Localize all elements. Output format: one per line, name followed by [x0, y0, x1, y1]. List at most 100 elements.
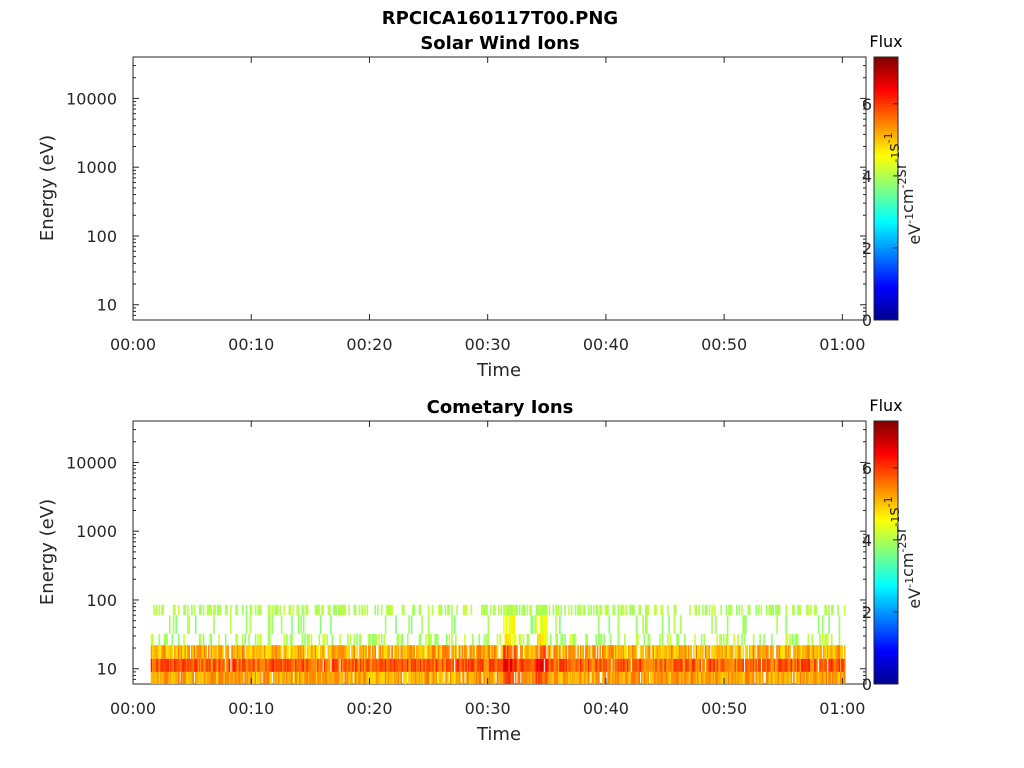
heatmap-cell: [618, 671, 621, 684]
heatmap-cell: [478, 671, 481, 684]
heatmap-cell: [767, 658, 769, 672]
heatmap-cell: [695, 671, 698, 684]
heatmap-cell: [296, 645, 298, 659]
heatmap-cell: [635, 645, 638, 659]
heatmap-cell: [331, 645, 334, 659]
heatmap-cell: [534, 658, 536, 672]
heatmap-cell: [505, 658, 508, 672]
heatmap-cell: [163, 634, 166, 646]
heatmap-cell: [642, 671, 644, 684]
heatmap-cell: [274, 604, 276, 616]
heatmap-cell: [348, 658, 351, 672]
heatmap-cell: [266, 658, 269, 672]
heatmap-cell: [650, 658, 652, 672]
heatmap-cell: [726, 658, 729, 672]
heatmap-cell: [249, 604, 252, 616]
heatmap-cell: [233, 671, 236, 684]
heatmap-cell: [791, 604, 794, 616]
heatmap-cell: [174, 645, 176, 659]
heatmap-cell: [240, 658, 243, 672]
heatmap-cell: [162, 671, 165, 684]
heatmap-cell: [719, 645, 721, 659]
x-tick-label: 01:00: [819, 335, 865, 354]
heatmap-cell: [315, 645, 318, 659]
heatmap-cell: [266, 645, 269, 659]
heatmap-cell: [314, 671, 317, 684]
heatmap-cell: [364, 645, 366, 659]
heatmap-cell: [258, 604, 261, 616]
heatmap-cell: [722, 658, 725, 672]
heatmap-cell: [539, 671, 542, 684]
heatmap-cell: [451, 671, 453, 684]
heatmap-cell: [648, 634, 651, 646]
heatmap-cell: [825, 634, 828, 646]
heatmap-cell: [774, 658, 777, 672]
heatmap-cell: [832, 671, 834, 684]
heatmap-cell: [487, 634, 490, 646]
heatmap-cell: [552, 645, 555, 659]
heatmap-cell: [390, 604, 392, 616]
heatmap-cell: [318, 671, 321, 684]
heatmap-cell: [761, 645, 764, 659]
heatmap-cell: [836, 658, 838, 672]
heatmap-cell: [356, 645, 358, 659]
heatmap-cell: [157, 645, 159, 659]
heatmap-cell: [794, 634, 797, 646]
heatmap-cell: [608, 645, 611, 659]
heatmap-cell: [254, 634, 257, 646]
heatmap-cell: [348, 645, 351, 659]
heatmap-cell: [764, 658, 767, 672]
solar-wind-plot-area: [132, 56, 867, 321]
heatmap-cell: [536, 645, 539, 659]
heatmap-cell: [409, 645, 412, 659]
heatmap-cell: [157, 658, 159, 672]
heatmap-cell: [410, 658, 413, 672]
heatmap-cell: [578, 671, 581, 684]
heatmap-cell: [624, 634, 626, 646]
heatmap-cell: [791, 634, 794, 646]
heatmap-cell: [265, 658, 267, 672]
heatmap-cell: [306, 671, 309, 684]
heatmap-cell: [445, 645, 448, 659]
heatmap-cell: [573, 658, 575, 672]
heatmap-cell: [226, 671, 228, 684]
heatmap-cell: [496, 645, 499, 659]
heatmap-cell: [769, 645, 772, 659]
heatmap-cell: [812, 645, 815, 659]
heatmap-cell: [206, 671, 209, 684]
heatmap-cell: [447, 658, 449, 672]
heatmap-cell: [210, 645, 213, 659]
heatmap-cell: [371, 671, 374, 684]
heatmap-cell: [168, 671, 171, 684]
heatmap-cell: [531, 671, 534, 684]
heatmap-cell: [755, 658, 758, 672]
heatmap-cell: [256, 645, 258, 659]
heatmap-cell: [617, 645, 620, 659]
heatmap-cell: [824, 671, 826, 684]
heatmap-cell: [738, 671, 741, 684]
heatmap-cell: [269, 615, 271, 634]
heatmap-cell: [153, 671, 155, 684]
heatmap-cell: [152, 645, 154, 659]
heatmap-cell: [772, 658, 774, 672]
heatmap-cell: [555, 615, 557, 634]
cometary-x-axis: 00:00 00:10 00:20 00:30 00:40 00:50 01:00: [110, 421, 865, 718]
heatmap-cell: [392, 671, 395, 684]
heatmap-cell: [716, 645, 719, 659]
heatmap-cell: [764, 645, 767, 659]
colorbar-gradient: [873, 56, 899, 321]
heatmap-cell: [246, 671, 249, 684]
heatmap-cell: [539, 634, 542, 646]
heatmap-cell: [481, 604, 483, 616]
heatmap-cell: [468, 658, 470, 672]
heatmap-cell: [202, 634, 205, 646]
heatmap-cell: [503, 615, 505, 634]
heatmap-cell: [243, 658, 245, 672]
heatmap-cell: [611, 645, 613, 659]
heatmap-cell: [747, 671, 750, 684]
heatmap-cell: [259, 671, 262, 684]
heatmap-cell: [670, 671, 673, 684]
heatmap-cell: [444, 645, 447, 659]
heatmap-cell: [338, 604, 340, 616]
heatmap-cell: [246, 658, 249, 672]
